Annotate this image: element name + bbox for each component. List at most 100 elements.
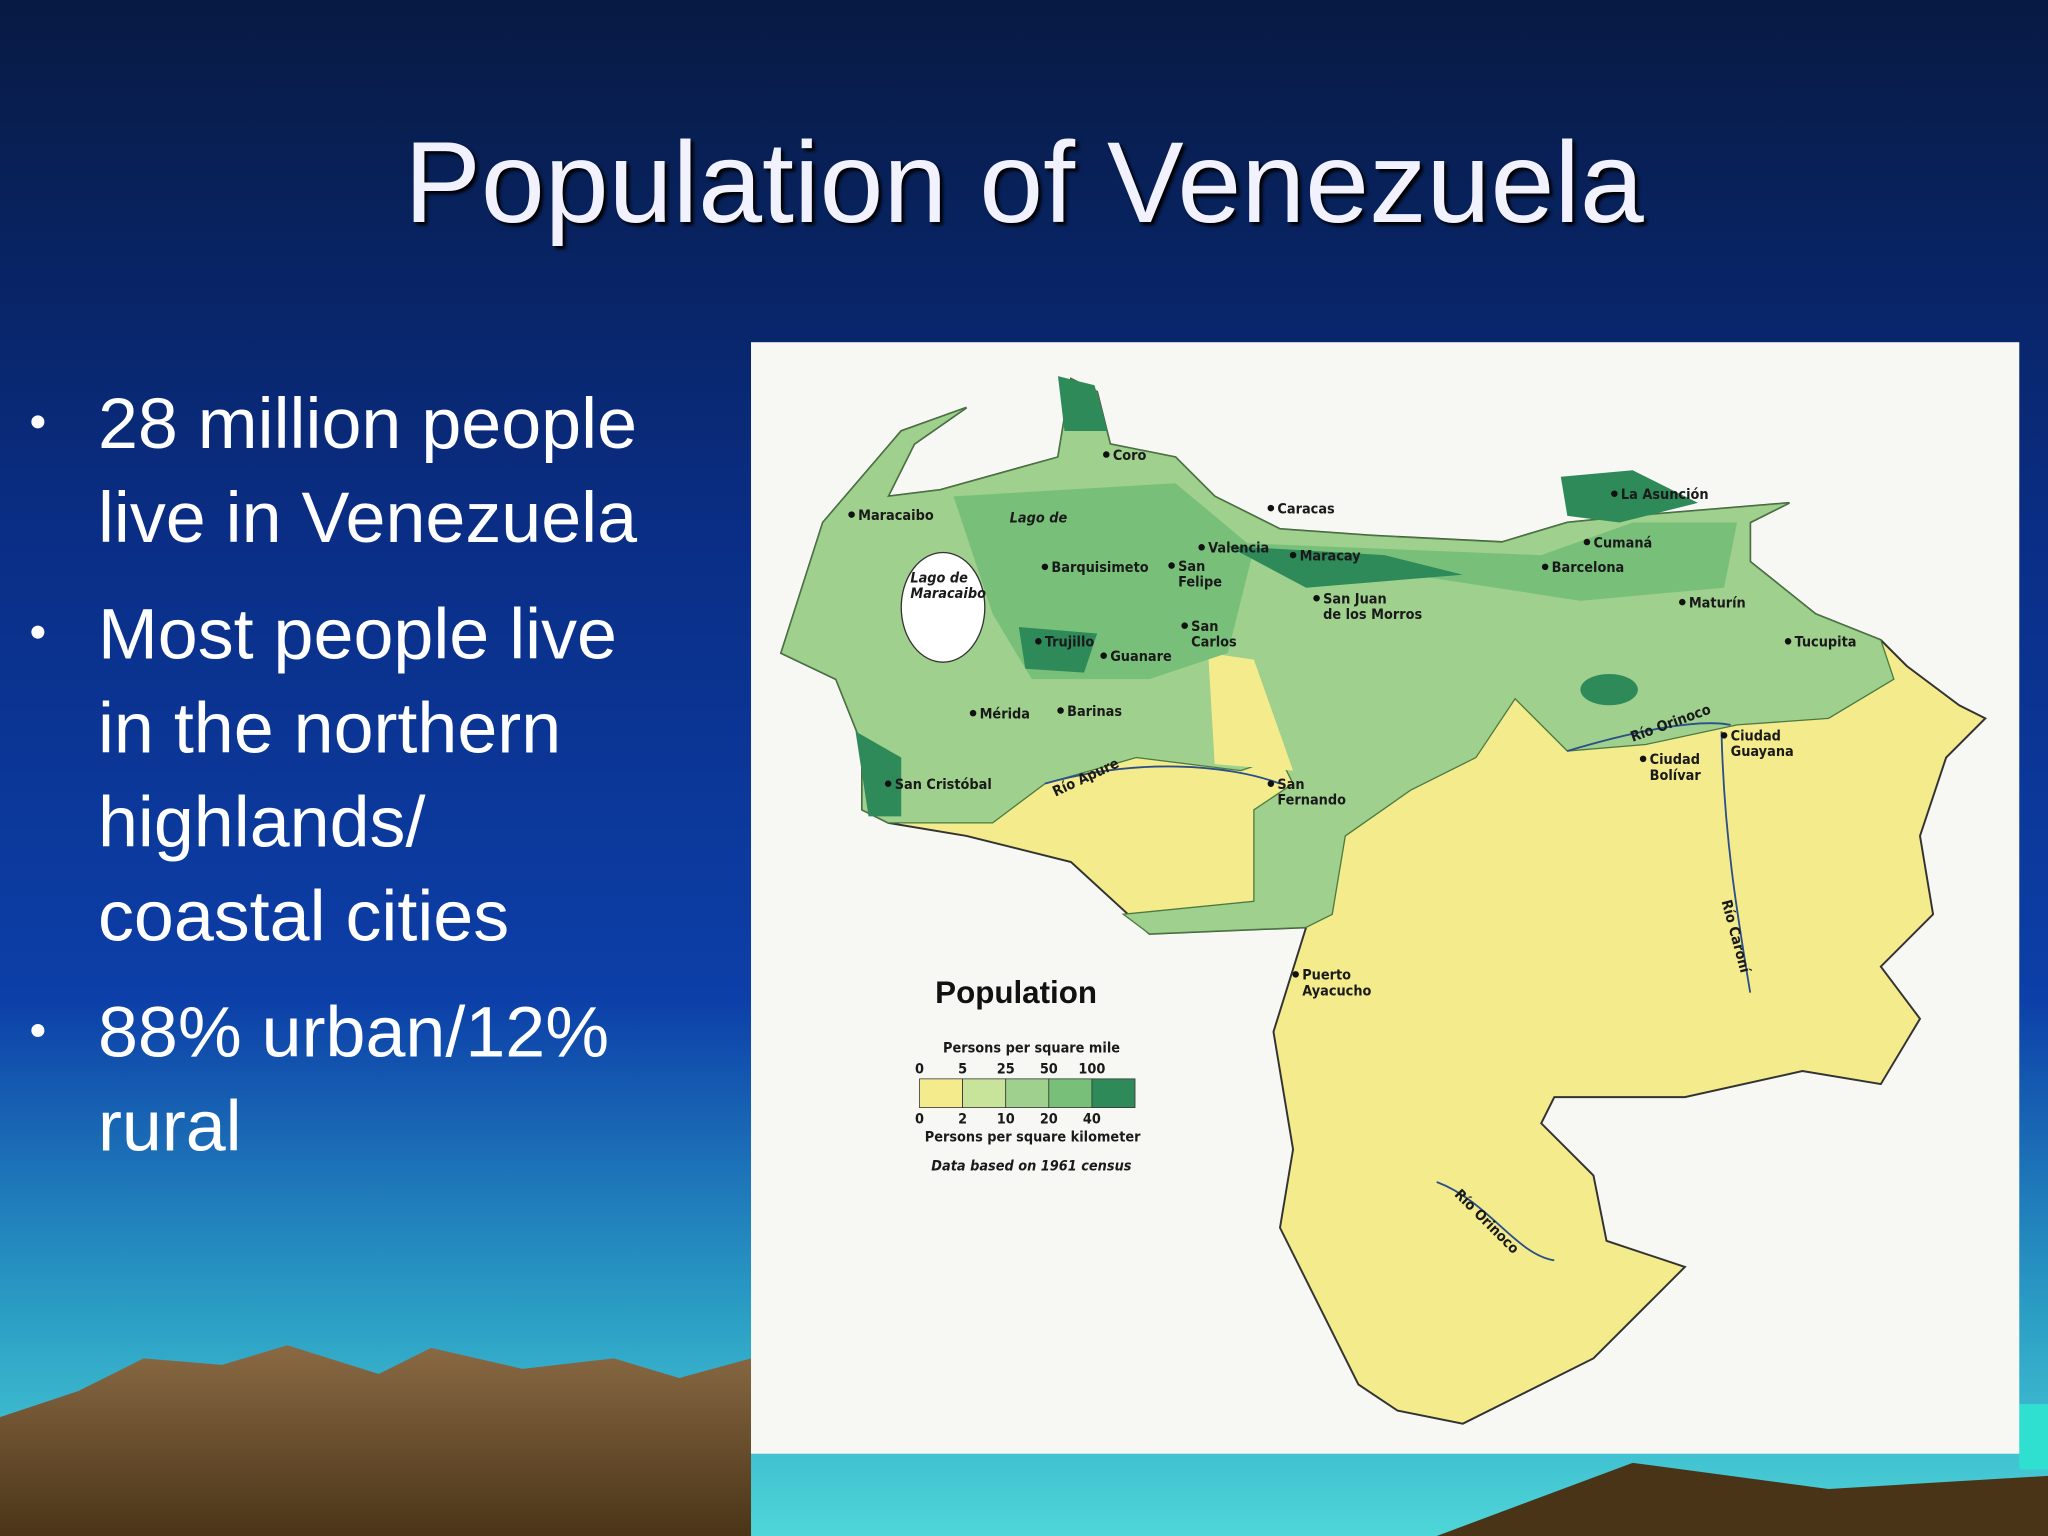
bullet-text: 28 million people [98,384,637,464]
place-label: Maracaibo [858,508,934,524]
city-dot [884,780,892,787]
lake [900,551,986,663]
legend-tick: 10 [997,1111,1015,1127]
city-dot [1541,563,1549,571]
place-label: Lago de [1010,510,1068,526]
legend-tick: 20 [1040,1111,1058,1127]
legend-caption: Persons per square kilometer [925,1130,1141,1146]
city-dot [1168,562,1175,569]
place-label: Ciudad [1731,729,1781,745]
densest-region [1057,376,1108,432]
slide-title: Population of Venezuela [404,119,1644,247]
city-dot [1679,598,1686,606]
map: Population Persons per square mile 0 5 25 50 1… [751,342,2020,1454]
place-label: Valencia [1208,540,1269,556]
place-label: Tucupita [1795,635,1857,651]
place-label: Trujillo [1045,635,1095,651]
bullet-dot [31,625,45,639]
place-label: Maracaibo [910,586,986,602]
place-label: Bolívar [1650,768,1702,784]
legend-tick: 40 [1083,1111,1101,1127]
bullet-text: Most people live [98,594,617,674]
city-dot [1041,563,1049,571]
place-label: Caracas [1277,501,1335,517]
densest-region [1560,470,1698,523]
legend-tick: 100 [1078,1062,1105,1078]
place-label: Barinas [1067,704,1122,720]
legend-swatch [1091,1078,1136,1108]
city-dot [1583,538,1591,546]
legend-tick: 50 [1040,1062,1058,1078]
city-dot [1784,638,1792,645]
place-label: Maturín [1689,595,1746,611]
bullet-dot [31,1024,45,1038]
place-label: San Juan [1323,591,1387,607]
legend-tick: 0 [915,1111,924,1127]
bullet-text: rural [98,1087,242,1167]
city-dot [848,511,855,518]
city-dot [1611,490,1618,497]
city-dot [1289,551,1297,559]
mountains [0,1345,752,1536]
place-label: Puerto [1302,968,1351,984]
legend: Population Persons per square mile 0 5 25 50 1… [915,975,1141,1174]
place-label: Lago de [910,571,968,587]
legend-caption: Persons per square mile [943,1041,1120,1057]
sparse-area [1208,653,1294,771]
place-label: San [1178,559,1205,575]
place-label: Guayana [1731,744,1794,760]
place-label: Felipe [1178,574,1222,590]
place-label: Maracay [1300,548,1362,564]
legend-tick: 5 [958,1062,967,1078]
densest-region [1580,673,1638,706]
legend-swatch [1048,1078,1093,1108]
bullet-list: 28 million people live in Venezuela Most p… [31,384,637,1167]
legend-swatch [919,1078,964,1108]
city-dot [1720,732,1728,739]
legend-note: Data based on 1961 census [931,1158,1132,1174]
place-label: Cumaná [1593,535,1652,551]
place-label: Coro [1113,448,1147,464]
place-label: San [1191,619,1218,635]
mountains-right [1436,1462,2048,1536]
city-dot [1057,707,1064,714]
legend-tick: 2 [958,1111,967,1127]
sea [2019,1404,2048,1470]
city-dot [1267,504,1275,512]
place-label: de los Morros [1323,607,1422,623]
legend-title: Population [935,975,1097,1010]
place-label: Mérida [980,706,1030,722]
city-dot [1639,755,1647,763]
densest-region [855,731,902,817]
rivers [1044,722,1752,1262]
city-dot [1100,652,1107,659]
city-dot [1313,594,1320,602]
city-dot [1198,544,1205,551]
legend-tick: 25 [997,1062,1015,1078]
place-label: San [1277,777,1304,793]
bullet-text: live in Venezuela [98,478,637,558]
dense-region [1214,522,1738,601]
bullet-dot [31,415,45,429]
legend-swatch [962,1078,1007,1108]
place-label: Barquisimeto [1051,560,1148,576]
city-dot [1035,638,1042,645]
place-label: Ciudad [1650,752,1700,768]
place-label: Barcelona [1552,560,1625,576]
city-dot [1103,451,1110,458]
legend-tick: 0 [915,1062,924,1078]
place-label: Fernando [1277,793,1346,809]
city-dot [1267,780,1275,787]
place-label: La Asunción [1621,487,1709,503]
bullet-text: highlands/ [98,782,426,862]
place-label: Guanare [1110,649,1172,665]
city-dot [969,709,977,717]
city-dot [1181,622,1188,629]
legend-swatch [1005,1078,1050,1108]
place-label: Ayacucho [1302,983,1371,999]
place-label: San Cristóbal [895,777,992,793]
bullet-text: in the northern [98,688,561,768]
bullet-text: coastal cities [98,876,509,956]
